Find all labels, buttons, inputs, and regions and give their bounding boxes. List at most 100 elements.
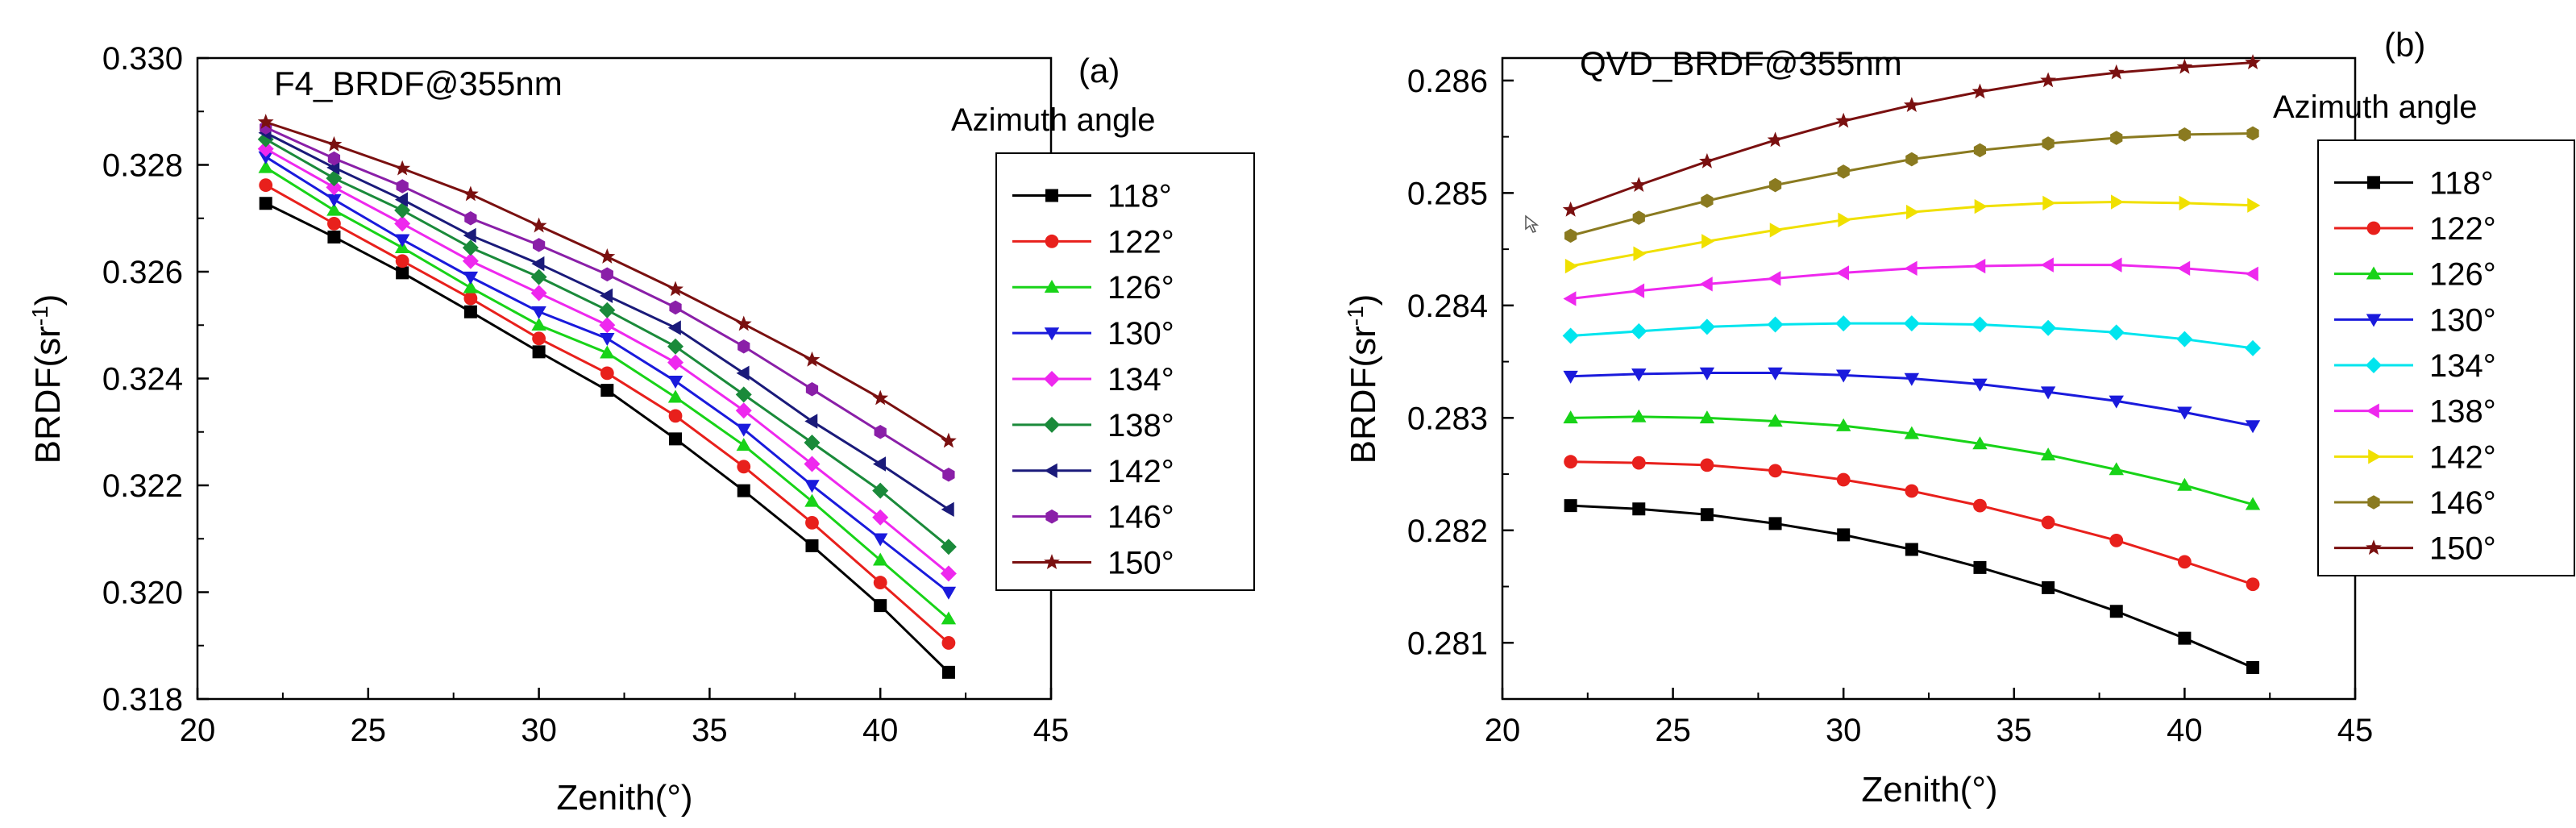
legend-marker-a xyxy=(1045,509,1058,524)
data-point-b-6 xyxy=(2110,194,2124,210)
data-point-a-3 xyxy=(600,333,615,347)
data-point-a-4 xyxy=(667,354,684,371)
data-point-a-3 xyxy=(873,533,888,547)
y-axis-title-main-a: BRDF(sr xyxy=(28,326,68,464)
data-point-b-5 xyxy=(1836,265,1849,281)
data-point-b-3 xyxy=(1631,368,1647,382)
legend-label-a: 142° xyxy=(1107,454,1174,489)
data-point-a-4 xyxy=(257,140,274,157)
data-point-a-1 xyxy=(327,216,341,231)
legend-b: 118° 122° 126° 130° 134° 138° 142° 146° 150° xyxy=(2317,139,2575,576)
chart-panel-a: 20 25 30 35 40 45 0.318 0.320 0.322 0.324 0.326 0.3… xyxy=(27,41,1255,818)
data-point-a-6 xyxy=(736,365,750,381)
data-point-a-8 xyxy=(326,135,343,152)
data-point-b-6 xyxy=(1633,246,1647,261)
series-line-b-1 xyxy=(1570,460,2254,586)
x-tick-label-b: 25 xyxy=(1655,713,1691,748)
data-point-a-8 xyxy=(394,160,411,176)
legend-label-a: 146° xyxy=(1107,500,1174,535)
y-axis-title-main-b: BRDF(sr xyxy=(1344,326,1383,464)
data-point-a-2 xyxy=(804,493,820,507)
data-point-a-4 xyxy=(599,317,616,334)
series-line-a-4 xyxy=(264,148,949,575)
data-point-b-4 xyxy=(1631,322,1647,339)
data-point-a-2 xyxy=(941,611,957,625)
data-point-b-5 xyxy=(2040,257,2054,273)
data-point-b-6 xyxy=(1701,234,1715,249)
data-point-b-7 xyxy=(1768,177,1782,193)
data-point-b-1 xyxy=(1973,498,1987,513)
data-point-b-4 xyxy=(2108,324,2125,341)
data-point-b-1 xyxy=(1564,455,1578,469)
data-point-a-5 xyxy=(940,539,957,555)
data-point-b-7 xyxy=(1564,228,1577,243)
data-point-b-4 xyxy=(1903,315,1920,332)
data-point-a-0 xyxy=(805,539,819,552)
data-point-a-6 xyxy=(600,288,613,304)
legend-label-a: 122° xyxy=(1107,224,1174,260)
data-point-b-3 xyxy=(2040,386,2056,400)
data-point-a-2 xyxy=(873,552,888,566)
data-point-a-1 xyxy=(737,460,751,474)
data-point-b-2 xyxy=(2177,477,2192,491)
data-point-a-8 xyxy=(462,185,479,202)
data-point-a-4 xyxy=(326,179,343,196)
data-point-a-0 xyxy=(396,266,409,280)
x-tick-label-a: 30 xyxy=(521,713,557,748)
data-point-a-5 xyxy=(804,435,821,451)
data-point-a-7 xyxy=(396,179,409,193)
data-point-b-8 xyxy=(1631,177,1647,193)
y-tick-label-a: 0.320 xyxy=(102,576,183,611)
data-point-b-0 xyxy=(2109,605,2123,618)
data-point-a-3 xyxy=(394,234,410,248)
data-point-a-8 xyxy=(667,281,683,297)
data-point-b-1 xyxy=(2041,515,2055,530)
data-point-b-1 xyxy=(1905,484,1919,498)
data-point-a-1 xyxy=(805,515,819,530)
legend-label-b: 150° xyxy=(2429,531,2496,567)
legend-marker-b xyxy=(2366,357,2382,373)
y-tick-label-a: 0.328 xyxy=(102,148,183,184)
data-point-a-1 xyxy=(668,409,683,423)
data-point-a-0 xyxy=(327,230,341,243)
x-tick-label-a: 20 xyxy=(180,713,216,748)
data-point-a-4 xyxy=(804,456,821,472)
data-point-a-4 xyxy=(530,285,547,302)
y-tick-label-a: 0.322 xyxy=(102,468,183,504)
data-point-a-4 xyxy=(735,402,752,419)
legend-marker-a xyxy=(1044,554,1060,569)
data-point-a-8 xyxy=(530,217,547,233)
series-line-b-0 xyxy=(1570,504,2254,669)
data-point-b-7 xyxy=(1973,143,1987,158)
legend-label-b: 126° xyxy=(2429,257,2496,293)
data-point-b-8 xyxy=(1835,112,1852,128)
data-point-b-6 xyxy=(2042,195,2056,211)
x-tick-label-a: 40 xyxy=(862,713,899,748)
y-tick-label-a: 0.318 xyxy=(102,682,183,718)
data-point-b-6 xyxy=(1838,212,1851,228)
data-point-b-1 xyxy=(1700,458,1714,472)
data-point-a-7 xyxy=(464,210,477,226)
data-point-b-8 xyxy=(1971,83,1988,99)
data-point-a-2 xyxy=(736,438,751,451)
data-point-b-3 xyxy=(1768,367,1783,381)
data-point-a-1 xyxy=(395,254,409,268)
data-point-a-7 xyxy=(874,424,887,439)
x-tick-label-b: 20 xyxy=(1485,713,1521,748)
data-point-b-8 xyxy=(1903,97,1920,112)
y-tick-label-a: 0.324 xyxy=(102,362,183,397)
data-point-a-6 xyxy=(941,501,954,518)
data-point-b-5 xyxy=(1563,291,1577,306)
data-point-a-5 xyxy=(326,170,343,187)
data-point-b-8 xyxy=(1767,131,1784,148)
data-point-a-5 xyxy=(530,268,547,285)
legend-marker-a xyxy=(1044,327,1060,341)
data-point-b-8 xyxy=(2245,54,2261,69)
data-point-a-2 xyxy=(258,160,273,173)
x-tick-label-a: 45 xyxy=(1033,713,1070,748)
data-point-a-3 xyxy=(941,586,957,600)
data-point-a-1 xyxy=(463,291,478,306)
y-axis-title-close-b: ) xyxy=(1344,294,1383,306)
legend-label-a: 130° xyxy=(1107,316,1174,352)
data-point-b-2 xyxy=(1563,410,1578,424)
